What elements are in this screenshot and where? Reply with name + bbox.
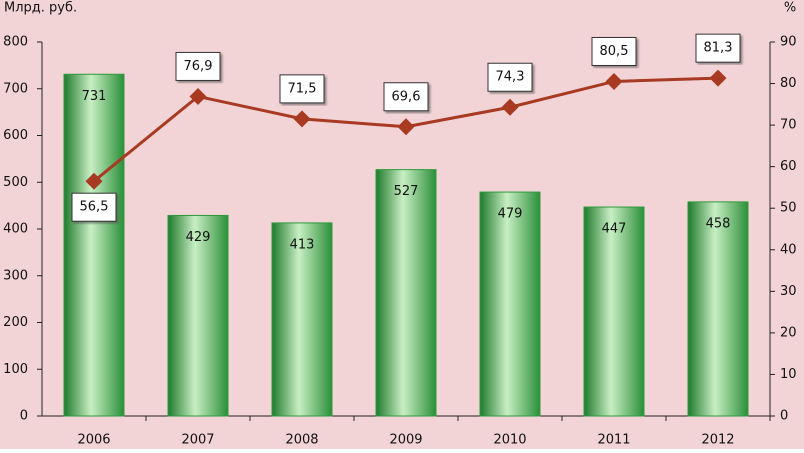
line-marker <box>501 98 519 116</box>
bar <box>479 191 541 417</box>
x-tick-label: 2011 <box>597 433 630 448</box>
y2-tick-label: 10 <box>780 367 797 382</box>
y2-tick-label: 20 <box>780 325 797 340</box>
line-value-label: 74,3 <box>496 70 525 85</box>
bar <box>687 201 749 417</box>
value-label-box <box>175 51 221 81</box>
bar-label: 429 <box>186 230 211 245</box>
y-tick-label: 800 <box>3 35 28 50</box>
x-tick-label: 2009 <box>389 433 422 448</box>
bar <box>167 214 229 417</box>
bar-label: 731 <box>82 89 107 104</box>
y2-tick-label: 70 <box>780 118 797 133</box>
line-value-label: 56,5 <box>80 200 109 215</box>
y2-axis-label: % <box>784 1 796 16</box>
y-tick-label: 600 <box>3 128 28 143</box>
line-value-label: 69,6 <box>392 89 421 104</box>
y2-tick-label: 30 <box>780 284 797 299</box>
value-label-box <box>71 192 117 222</box>
bar <box>271 222 333 417</box>
line-marker <box>85 172 103 190</box>
line-marker <box>709 69 727 87</box>
y-axis-label: Млрд. руб. <box>4 1 77 16</box>
x-tick-label: 2007 <box>181 433 214 448</box>
line-marker <box>293 110 311 128</box>
bar <box>583 206 645 417</box>
y2-tick-label: 50 <box>780 201 797 216</box>
y2-tick-label: 80 <box>780 76 797 91</box>
y-tick-label: 300 <box>3 268 28 283</box>
bar-label: 413 <box>290 237 315 252</box>
value-label-box <box>279 74 325 104</box>
y-tick-label: 400 <box>3 222 28 237</box>
y-tick-label: 700 <box>3 81 28 96</box>
line-marker <box>189 87 207 105</box>
y-tick-label: 0 <box>20 409 28 424</box>
value-label-box <box>695 33 741 63</box>
bar <box>375 169 437 417</box>
value-label-box <box>383 82 429 112</box>
x-tick-label: 2010 <box>493 433 526 448</box>
bar-label: 458 <box>706 216 731 231</box>
x-tick-label: 2006 <box>77 433 110 448</box>
y2-tick-label: 60 <box>780 159 797 174</box>
line-value-label: 71,5 <box>288 81 317 96</box>
bar-label: 479 <box>498 207 523 222</box>
value-label-box <box>591 36 637 66</box>
bar <box>63 73 125 417</box>
line-value-label: 80,5 <box>600 44 629 59</box>
y2-tick-label: 0 <box>780 409 788 424</box>
line-marker <box>397 118 415 136</box>
x-tick-label: 2008 <box>285 433 318 448</box>
x-tick-label: 2012 <box>701 433 734 448</box>
line-value-label: 76,9 <box>184 59 213 74</box>
line-marker <box>605 72 623 90</box>
y2-tick-label: 40 <box>780 242 797 257</box>
value-label-box <box>487 62 533 92</box>
bar-label: 447 <box>602 222 627 237</box>
y-tick-label: 200 <box>3 315 28 330</box>
y-tick-label: 100 <box>3 362 28 377</box>
y-tick-label: 500 <box>3 175 28 190</box>
y2-tick-label: 90 <box>780 35 797 50</box>
bar-label: 527 <box>394 184 419 199</box>
line-value-label: 81,3 <box>704 41 733 56</box>
